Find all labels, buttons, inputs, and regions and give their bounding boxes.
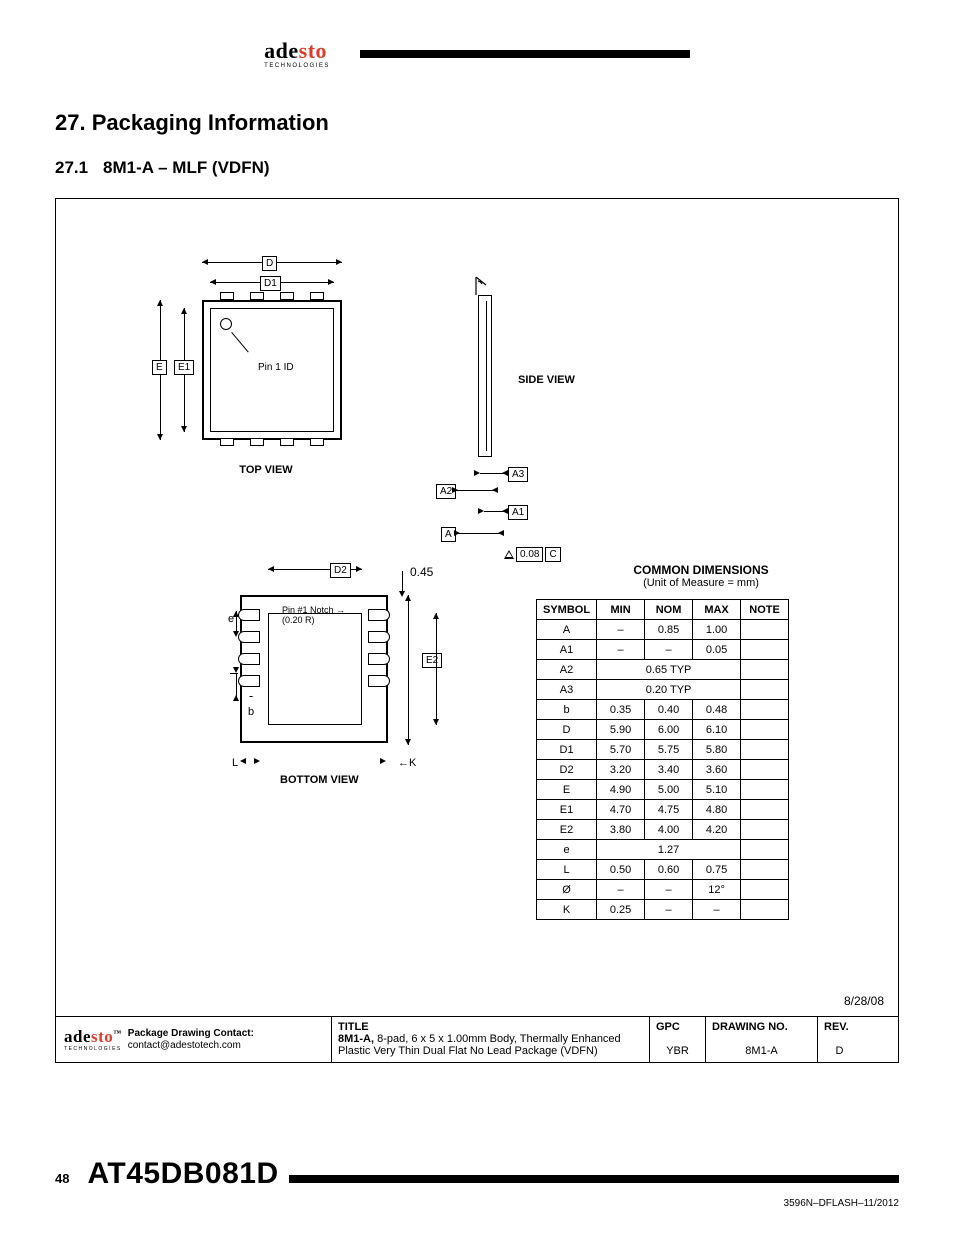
bottom-view-pad	[268, 613, 362, 725]
table-row: D15.705.755.80	[537, 740, 789, 760]
table-row: E23.804.004.20	[537, 820, 789, 840]
dim-e2-label: E2	[422, 653, 442, 668]
dim-e-label: E	[152, 360, 167, 375]
titleblock-title-cell: TITLE 8M1-A, 8-pad, 6 x 5 x 1.00mm Body,…	[331, 1017, 649, 1062]
section-heading: 27. Packaging Information	[55, 110, 899, 136]
side-view-label: SIDE VIEW	[518, 374, 575, 386]
dim-k-label: ←K	[398, 757, 416, 769]
titleblock-rev-cell: REV. D	[817, 1017, 861, 1062]
dimensions-table: SYMBOL MIN NOM MAX NOTE A–0.851.00A1––0.…	[536, 599, 789, 920]
dim-d2-label: D2	[330, 563, 351, 578]
page-number: 48	[55, 1171, 69, 1186]
table-row: E14.704.754.80	[537, 800, 789, 820]
dim-d1-label: D1	[260, 276, 281, 291]
table-row: K0.25––	[537, 900, 789, 920]
drawing-date: 8/28/08	[844, 994, 884, 1008]
table-row: Ø––12°	[537, 880, 789, 900]
bottom-view-diagram: D2 0.45 e b Pin #1 Notch → (0.20 R) E2	[176, 569, 436, 799]
table-row: D23.203.403.60	[537, 760, 789, 780]
top-view-diagram: D D1 E E1 Pin 1 ID	[166, 264, 366, 444]
dim-e1-label: E1	[174, 360, 194, 375]
common-dimensions-title: COMMON DIMENSIONS (Unit of Measure = mm)	[561, 563, 841, 589]
pin1-id-label: Pin 1 ID	[258, 362, 294, 373]
table-header-row: SYMBOL MIN NOM MAX NOTE	[537, 600, 789, 620]
bottom-view-label: BOTTOM VIEW	[280, 774, 359, 786]
top-view-label: TOP VIEW	[226, 464, 306, 476]
drawing-container: D D1 E E1 Pin 1 ID TOP VIEW	[55, 198, 899, 1016]
table-row: A–0.851.00	[537, 620, 789, 640]
title-block: adesto™ TECHNOLOGIES Package Drawing Con…	[55, 1016, 899, 1063]
part-number: AT45DB081D	[87, 1157, 278, 1191]
titleblock-logo-cell: adesto™ TECHNOLOGIES Package Drawing Con…	[56, 1017, 331, 1062]
document-id: 3596N–DFLASH–11/2012	[784, 1198, 899, 1209]
logo-subtitle: TECHNOLOGIES	[264, 63, 330, 69]
dim-a3-label: A3	[508, 467, 528, 482]
contact-info: Package Drawing Contact: contact@adestot…	[128, 1028, 254, 1052]
table-row: L0.500.600.75	[537, 860, 789, 880]
page-footer: 48 AT45DB081D	[55, 1157, 899, 1191]
top-view-body: Pin 1 ID	[202, 300, 342, 440]
tolerance-box: 0.08 C	[504, 547, 561, 562]
table-row: e1.27	[537, 840, 789, 860]
titleblock-gpc-cell: GPC YBR	[649, 1017, 705, 1062]
table-row: A20.65 TYP	[537, 660, 789, 680]
dim-d-label: D	[262, 256, 277, 271]
table-row: b0.350.400.48	[537, 700, 789, 720]
dim-045-label: 0.45	[410, 565, 433, 579]
subsection-heading: 27.18M1-A – MLF (VDFN)	[55, 158, 899, 178]
header-logo: adesto TECHNOLOGIES	[0, 38, 954, 69]
header-bar	[360, 50, 690, 58]
table-row: A1––0.05	[537, 640, 789, 660]
pin1-notch-label: Pin #1 Notch → (0.20 R)	[282, 605, 345, 625]
pin1-circle	[220, 318, 232, 330]
dim-l-label: L	[232, 757, 238, 769]
table-row: A30.20 TYP	[537, 680, 789, 700]
table-row: D5.906.006.10	[537, 720, 789, 740]
footer-bar	[289, 1175, 899, 1183]
dim-a1-label: A1	[508, 505, 528, 520]
side-view-diagram: SIDE VIEW A3 A2 A1 A 0.08 C	[436, 289, 636, 549]
dim-b-small-label: b	[248, 699, 254, 717]
table-row: E4.905.005.10	[537, 780, 789, 800]
logo-text: adesto	[264, 38, 330, 64]
titleblock-drawing-no-cell: DRAWING NO. 8M1-A	[705, 1017, 817, 1062]
